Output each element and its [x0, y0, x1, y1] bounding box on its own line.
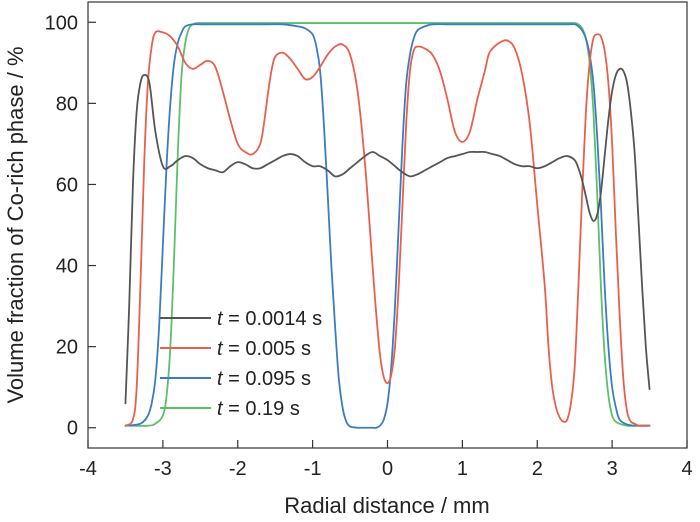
y-tick-label: 60 [56, 174, 78, 196]
x-tick-label: 3 [607, 458, 618, 480]
x-tick-label: 1 [457, 458, 468, 480]
legend-label-value: = 0.19 s [223, 398, 300, 420]
legend: t = 0.0014 st = 0.005 st = 0.095 st = 0.… [160, 308, 322, 420]
x-tick-label: -3 [154, 458, 172, 480]
y-tick-label: 40 [56, 256, 78, 278]
x-tick-label: -2 [229, 458, 247, 480]
legend-label-4: t = 0.19 s [217, 398, 300, 420]
legend-label-variable: t [217, 338, 224, 360]
y-tick-label: 100 [45, 12, 78, 34]
legend-label-variable: t [217, 368, 224, 390]
x-tick-label: 2 [532, 458, 543, 480]
legend-label-value: = 0.0014 s [223, 308, 323, 330]
x-tick-label: 4 [681, 458, 692, 480]
legend-label-1: t = 0.0014 s [217, 308, 322, 330]
y-tick-label: 0 [67, 418, 78, 440]
legend-label-2: t = 0.005 s [217, 338, 311, 360]
plot-frame [87, 1, 688, 449]
legend-label-variable: t [217, 308, 224, 330]
series-line-4 [124, 22, 651, 427]
x-tick-label: 0 [382, 458, 393, 480]
x-tick-label: -1 [304, 458, 322, 480]
series-line-3 [124, 23, 651, 429]
x-tick-label: -4 [79, 458, 97, 480]
y-tick-label: 20 [56, 337, 78, 359]
y-tick-label: 80 [56, 93, 78, 115]
series-line-2 [124, 30, 651, 427]
x-axis-label: Radial distance / mm [284, 493, 489, 518]
legend-label-value: = 0.095 s [223, 368, 311, 390]
legend-label-variable: t [217, 398, 224, 420]
series-layer [124, 22, 651, 429]
legend-label-3: t = 0.095 s [217, 368, 311, 390]
y-axis-label: Volume fraction of Co-rich phase / % [3, 46, 28, 403]
legend-label-value: = 0.005 s [223, 338, 311, 360]
series-line-1 [124, 67, 651, 405]
